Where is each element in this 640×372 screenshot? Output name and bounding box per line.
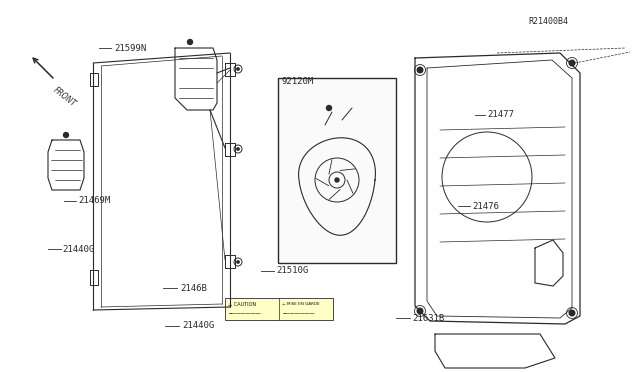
Circle shape xyxy=(63,132,68,138)
Text: 21631B: 21631B xyxy=(413,314,445,323)
Circle shape xyxy=(237,68,239,70)
Text: 92120M: 92120M xyxy=(282,77,314,86)
Text: 21510G: 21510G xyxy=(276,266,308,275)
Circle shape xyxy=(417,308,423,314)
Circle shape xyxy=(326,106,332,110)
Text: 21476: 21476 xyxy=(472,202,499,211)
Text: ─────────────: ───────────── xyxy=(282,312,314,316)
Text: R21400B4: R21400B4 xyxy=(528,17,568,26)
Circle shape xyxy=(237,261,239,263)
Text: 21469M: 21469M xyxy=(78,196,110,205)
Text: 2146B: 2146B xyxy=(180,284,207,293)
Bar xyxy=(225,298,333,320)
Text: 21599N: 21599N xyxy=(114,44,146,53)
Text: ⚠ MISE EN GARDE: ⚠ MISE EN GARDE xyxy=(282,302,320,306)
Text: 21477: 21477 xyxy=(488,110,515,119)
Circle shape xyxy=(569,60,575,66)
Bar xyxy=(278,78,396,263)
Text: ─────────────: ───────────── xyxy=(228,312,260,316)
Text: ⚠ CAUTION: ⚠ CAUTION xyxy=(228,301,256,307)
Circle shape xyxy=(335,178,339,182)
Text: FRONT: FRONT xyxy=(52,85,78,108)
Circle shape xyxy=(237,148,239,150)
Circle shape xyxy=(569,310,575,316)
Circle shape xyxy=(188,39,193,45)
Circle shape xyxy=(417,67,423,73)
Text: 21440G: 21440G xyxy=(182,321,214,330)
Text: 21440G: 21440G xyxy=(63,245,95,254)
